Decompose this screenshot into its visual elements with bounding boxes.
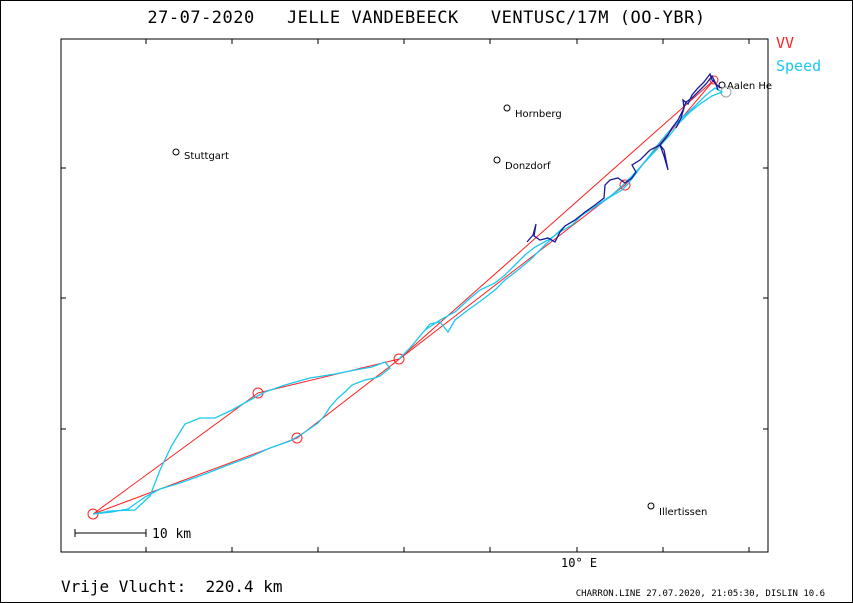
task-line — [92, 79, 715, 515]
legend-speed-label: Speed — [776, 57, 822, 75]
place-label: Donzdorf — [505, 161, 551, 172]
map-title: 27-07-2020 JELLE VANDEBEECK VENTUSC/17M … — [147, 8, 706, 28]
place-aalen: Aalen He — [718, 81, 772, 92]
legend-vv-label: VV — [776, 34, 795, 52]
x-axis-label: 10° E — [561, 556, 597, 570]
x-axis-ticks — [145, 39, 750, 552]
scale-bar-label: 10 km — [152, 527, 191, 542]
flight-track-slow — [675, 72, 721, 129]
place-label: Stuttgart — [184, 151, 229, 162]
place-marker — [493, 156, 501, 164]
distance-summary: Vrije Vlucht: 220.4 km — [61, 577, 283, 596]
place-marker — [647, 502, 655, 510]
flight-track-fast — [92, 361, 391, 515]
place-marker — [503, 104, 511, 112]
place-label: Hornberg — [515, 109, 562, 120]
render-credit: CHARRON.LINE 27.07.2020, 21:05:30, DISLI… — [575, 589, 825, 599]
place-donzdorf: Donzdorf — [493, 156, 551, 172]
place-label: Illertissen — [659, 507, 707, 518]
y-axis-ticks — [61, 167, 768, 430]
turnpoint-home — [709, 75, 719, 85]
place-marker — [172, 148, 180, 156]
turnpoint — [393, 353, 405, 365]
place-hornberg: Hornberg — [503, 104, 562, 120]
scale-bar: 10 km — [74, 527, 191, 542]
plot-frame — [60, 38, 769, 553]
place-marker — [718, 81, 726, 89]
place-label: Aalen He — [727, 81, 772, 92]
turnpoint — [291, 432, 303, 444]
flight-track-slow — [526, 74, 719, 243]
turnpoints — [87, 75, 719, 520]
turnpoint — [619, 179, 631, 191]
place-stuttgart: Stuttgart — [172, 148, 229, 162]
place-illertissen: Illertissen — [647, 502, 707, 518]
flight-track-fast — [398, 87, 724, 360]
